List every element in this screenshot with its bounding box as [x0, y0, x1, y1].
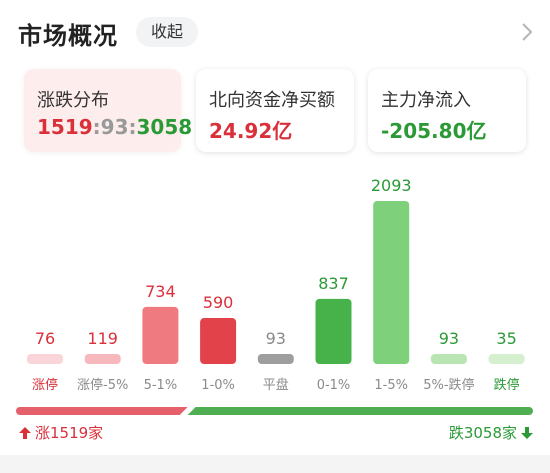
category-label: 涨停-5% [77, 377, 128, 393]
distribution-up-count: 1519 [37, 115, 93, 139]
bar-value-label: 590 [203, 293, 234, 312]
page-title: 市场概况 [18, 22, 118, 50]
up-down-ratio-bar [16, 407, 533, 415]
distribution-separator: : [92, 115, 101, 139]
bar-value-label: 119 [87, 329, 118, 348]
bar-value-label: 76 [35, 329, 55, 348]
card-northbound-label: 北向资金净买额 [209, 90, 335, 111]
bar-1 [84, 354, 121, 364]
card-distribution[interactable]: 涨跌分布 1519:93:3058 [24, 69, 192, 152]
category-label: 跌停 [494, 377, 520, 393]
up-ratio-segment [16, 407, 188, 415]
category-label: 1-5% [374, 378, 408, 393]
bar-value-label: 93 [439, 329, 459, 348]
down-ratio-segment [187, 407, 533, 415]
card-main-flow[interactable]: 主力净流入 -205.80亿 [368, 69, 526, 152]
category-label: 5%-跌停 [423, 377, 474, 393]
arrow-down-icon [521, 426, 533, 439]
bar-value-label: 93 [266, 329, 286, 348]
arrow-up-icon [19, 426, 31, 439]
distribution-flat-count: 93 [100, 115, 129, 139]
bar-6 [373, 201, 410, 364]
bar-2 [142, 306, 179, 364]
category-label: 涨停 [32, 377, 58, 393]
category-label: 5-1% [144, 378, 178, 393]
bar-8 [488, 354, 525, 364]
card-northbound-value: 24.92亿 [209, 119, 293, 143]
bar-value-label: 35 [496, 329, 516, 348]
distribution-down-count: 3058 [136, 115, 193, 139]
category-label: 平盘 [263, 377, 289, 393]
category-label: 1-0% [201, 378, 235, 393]
down-summary-text: 跌3058家 [448, 424, 517, 442]
bar-3 [200, 318, 237, 364]
bar-value-label: 2093 [371, 176, 412, 195]
bottom-divider-strip [0, 455, 550, 473]
bar-4 [257, 354, 294, 364]
bar-0 [27, 354, 63, 364]
up-summary: 涨1519家 [18, 422, 103, 443]
market-overview-header: 市场概况 收起 [0, 0, 550, 64]
card-main-flow-value: -205.80亿 [381, 119, 487, 143]
down-summary: 跌3058家 [449, 422, 534, 443]
bar-value-label: 837 [318, 274, 349, 293]
bar-value-label: 734 [145, 282, 176, 301]
distribution-bar-chart: 76 涨停 119 涨停-5% 734 5-1% 590 1-0% 93 平盘 837 0-1% 209… [27, 176, 525, 393]
bar-7 [430, 354, 467, 364]
chevron-right-icon[interactable] [521, 22, 533, 42]
category-label: 0-1% [317, 378, 351, 393]
card-main-flow-label: 主力净流入 [381, 90, 471, 111]
up-summary-text: 涨1519家 [35, 424, 104, 442]
card-distribution-label: 涨跌分布 [37, 90, 109, 111]
bar-5 [315, 298, 352, 364]
card-northbound[interactable]: 北向资金净买额 24.92亿 [196, 69, 354, 152]
distribution-separator: : [128, 115, 137, 139]
collapse-button[interactable]: 收起 [136, 17, 198, 47]
card-distribution-value: 1519:93:3058 [37, 115, 192, 139]
